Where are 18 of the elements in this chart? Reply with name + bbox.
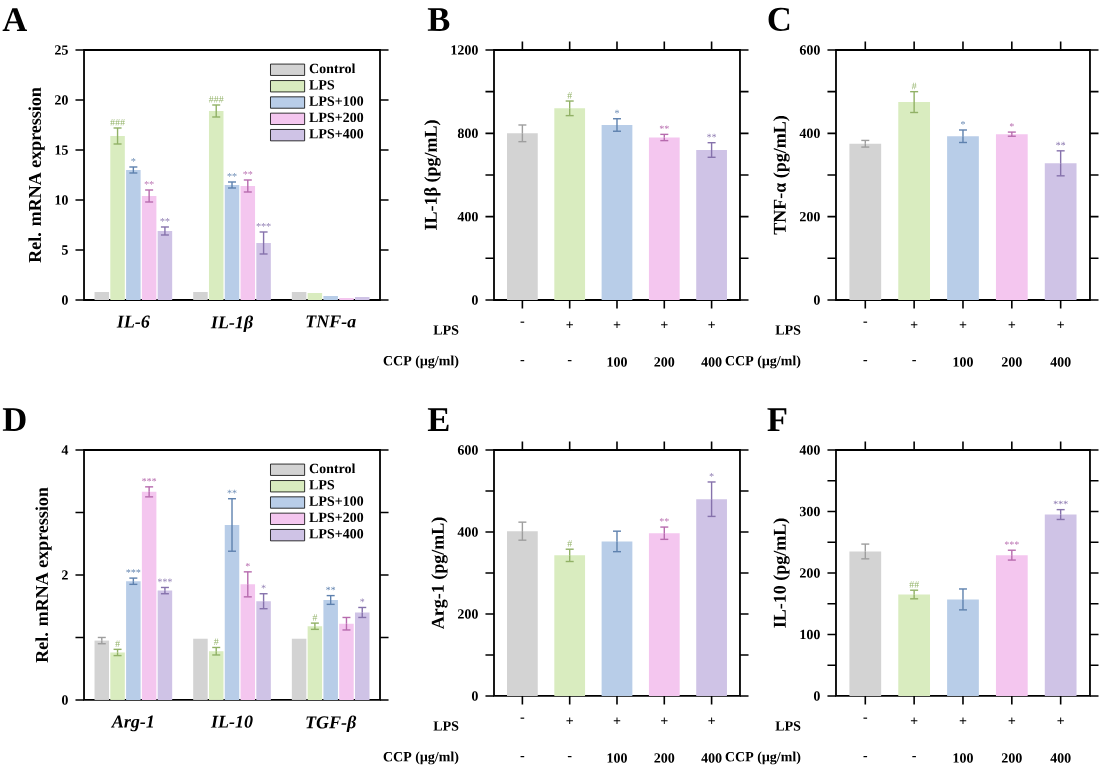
x-tick-label: IL-6: [116, 315, 150, 328]
y-axis-title: IL-1β (pg/mL): [424, 120, 441, 230]
x-tick-label: TNF-a: [306, 315, 356, 328]
y-axis-title: Arg-1 (pg/mL): [431, 517, 448, 630]
x-tick-label: Arg-1: [110, 715, 154, 732]
chart-title: B: [427, 8, 450, 31]
chart-title: D: [2, 408, 26, 431]
chart-title: F: [767, 408, 787, 431]
x-tick-label: IL-1β: [210, 315, 254, 333]
y-axis-title: TNF-α (pg/mL): [773, 116, 790, 235]
chart-title: C: [768, 7, 790, 31]
x-tick-label: TGF-β: [306, 715, 357, 733]
chart-title: A: [2, 8, 27, 31]
chart-title: E: [427, 408, 449, 431]
y-axis-title: Rel. mRNA expression: [35, 487, 52, 663]
y-axis-title: Rel. mRNA expression: [28, 87, 45, 263]
y-axis-title: IL-10 (pg/mL): [773, 518, 790, 628]
x-tick-label: IL-10: [210, 715, 253, 728]
